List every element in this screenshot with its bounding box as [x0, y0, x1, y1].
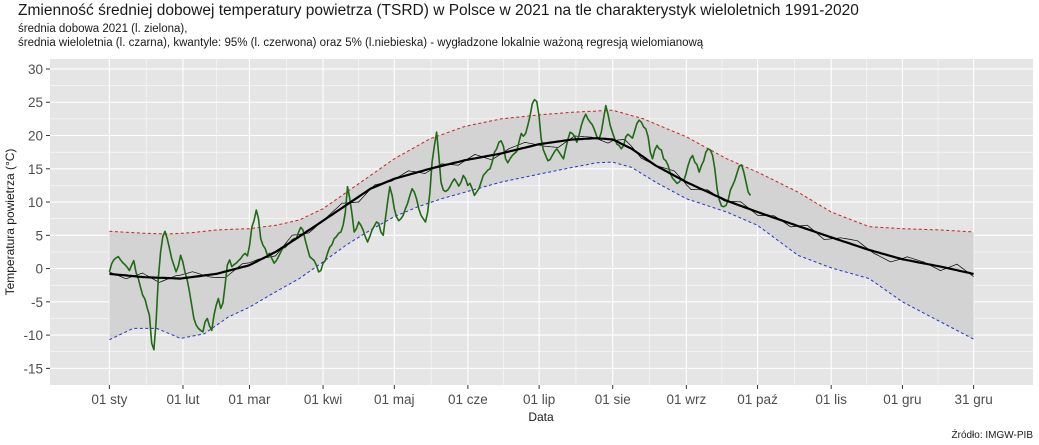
- x-axis-title: Data: [528, 410, 554, 424]
- x-tick-label: 01 lut: [166, 392, 199, 407]
- y-tick-label: 15: [28, 162, 43, 177]
- y-tick-label: 30: [28, 62, 43, 77]
- y-tick-label: -15: [23, 361, 43, 376]
- daily-2021-line: [108, 98, 752, 351]
- series-lines: [108, 98, 974, 351]
- y-tick-label: 10: [28, 195, 43, 210]
- x-tick-label: 01 wrz: [666, 392, 706, 407]
- x-tick-label: 01 lis: [815, 392, 847, 407]
- x-tick-label: 01 sty: [91, 392, 127, 407]
- quantile-band-area: [109, 110, 974, 340]
- y-tick-label: 20: [28, 129, 43, 144]
- x-axis-ticks: 01 sty 01 lut 01 mar 01 kwi 01 maj 01 cze 01 l…: [91, 385, 993, 407]
- chart-subtitle-line-2: średnia wieloletnia (l. czarna), kwantyl…: [18, 37, 704, 49]
- mean-smooth-line: [109, 137, 974, 280]
- quantile-band: [109, 110, 974, 340]
- y-tick-label: 5: [35, 228, 43, 243]
- x-tick-label: 01 mar: [228, 392, 271, 407]
- y-axis-ticks: -15 -10 -5 0 5 10 15 20 25 30: [23, 62, 50, 376]
- x-tick-label: 31 gru: [954, 392, 992, 407]
- x-tick-label: 01 kwi: [304, 392, 342, 407]
- chart-title: Zmienność średniej dobowej temperatury p…: [18, 2, 859, 19]
- x-tick-label: 01 paź: [737, 392, 778, 407]
- y-tick-label: -5: [31, 295, 43, 310]
- chart-subtitle-line-1: średnia dobowa 2021 (l. zielona),: [18, 23, 188, 35]
- x-tick-label: 01 sie: [595, 392, 631, 407]
- x-tick-label: 01 maj: [374, 392, 415, 407]
- q5-line: [109, 161, 974, 341]
- x-tick-label: 01 gru: [883, 392, 921, 407]
- x-tick-label: 01 cze: [448, 392, 488, 407]
- plot-panel: [50, 59, 1033, 385]
- q95-line: [109, 109, 974, 235]
- y-axis-title: Temperatura powietrza (°C): [3, 149, 17, 296]
- y-tick-label: 0: [35, 262, 43, 277]
- x-tick-label: 01 lip: [523, 392, 555, 407]
- y-tick-label: -10: [23, 328, 43, 343]
- y-tick-label: 25: [28, 95, 43, 110]
- mean-raw-line: [109, 135, 974, 283]
- source-note: Źródło: IMGW-PIB: [951, 430, 1034, 441]
